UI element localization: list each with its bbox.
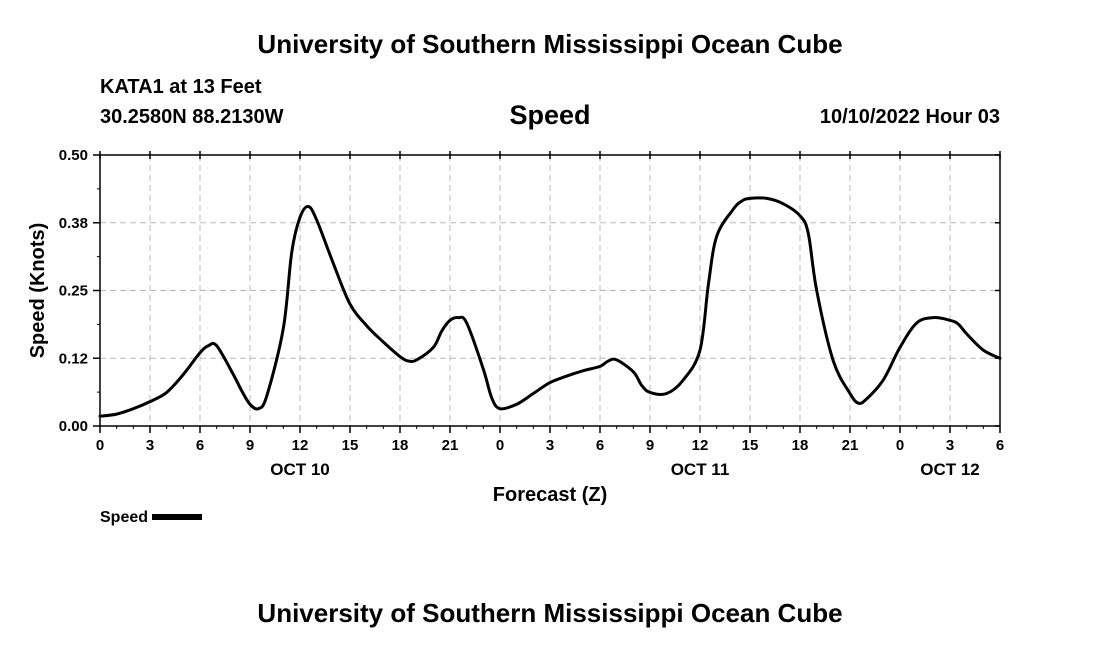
y-axis-label: Speed (Knots) — [27, 223, 49, 359]
x-axis-label: Forecast (Z) — [493, 484, 607, 506]
x-tick-label: 12 — [692, 437, 709, 454]
x-tick-label: 21 — [842, 437, 859, 454]
axis-ticks — [93, 151, 1001, 433]
y-tick-label: 0.50 — [59, 147, 88, 164]
x-tick-label: 12 — [292, 437, 309, 454]
day-label: OCT 12 — [920, 460, 980, 479]
x-tick-label: 15 — [342, 437, 359, 454]
x-tick-label: 6 — [596, 437, 604, 454]
day-label: OCT 11 — [671, 460, 730, 479]
x-tick-label: 9 — [646, 437, 654, 454]
forecast-datetime: 10/10/2022 Hour 03 — [819, 106, 1000, 128]
x-tick-label: 3 — [946, 437, 954, 454]
legend: Speed — [100, 509, 203, 527]
y-tick-label: 0.25 — [59, 283, 88, 300]
x-tick-label: 6 — [196, 437, 204, 454]
x-tick-label: 0 — [96, 437, 104, 454]
plot-frame — [99, 154, 1001, 427]
grid-lines — [100, 154, 1000, 426]
x-tick-label: 0 — [896, 437, 904, 454]
x-tick-label: 3 — [546, 437, 554, 454]
series-group — [98, 196, 1002, 418]
y-tick-label: 0.12 — [59, 350, 88, 367]
x-tick-label: 0 — [496, 437, 504, 454]
chart-title: Speed — [509, 100, 591, 130]
station-coordinates: 30.2580N 88.2130W — [100, 106, 284, 128]
y-tick-label: 0.38 — [59, 215, 88, 232]
day-label: OCT 10 — [270, 460, 330, 479]
x-tick-label: 18 — [392, 437, 409, 454]
x-tick-label: 18 — [792, 437, 809, 454]
x-tick-label: 15 — [742, 437, 759, 454]
x-tick-label: 6 — [996, 437, 1004, 454]
x-tick-label: 9 — [246, 437, 254, 454]
page-title: University of Southern Mississippi Ocean… — [257, 29, 843, 59]
y-tick-label: 0.00 — [59, 418, 88, 435]
x-tick-label: 21 — [442, 437, 459, 454]
legend-swatch — [152, 513, 203, 520]
series-line-speed — [98, 196, 1002, 418]
x-tick-label: 3 — [146, 437, 154, 454]
legend-label: Speed — [100, 509, 149, 526]
axis-labels: 0 3 6 9 12 15 18 21 0 3 6 9 12 15 18 21 0 3 6 0.00 0.12 0.25 0… — [27, 147, 1004, 506]
station-label: KATA1 at 13 Feet — [100, 76, 262, 98]
footer-title: University of Southern Mississippi Ocean… — [257, 598, 843, 628]
